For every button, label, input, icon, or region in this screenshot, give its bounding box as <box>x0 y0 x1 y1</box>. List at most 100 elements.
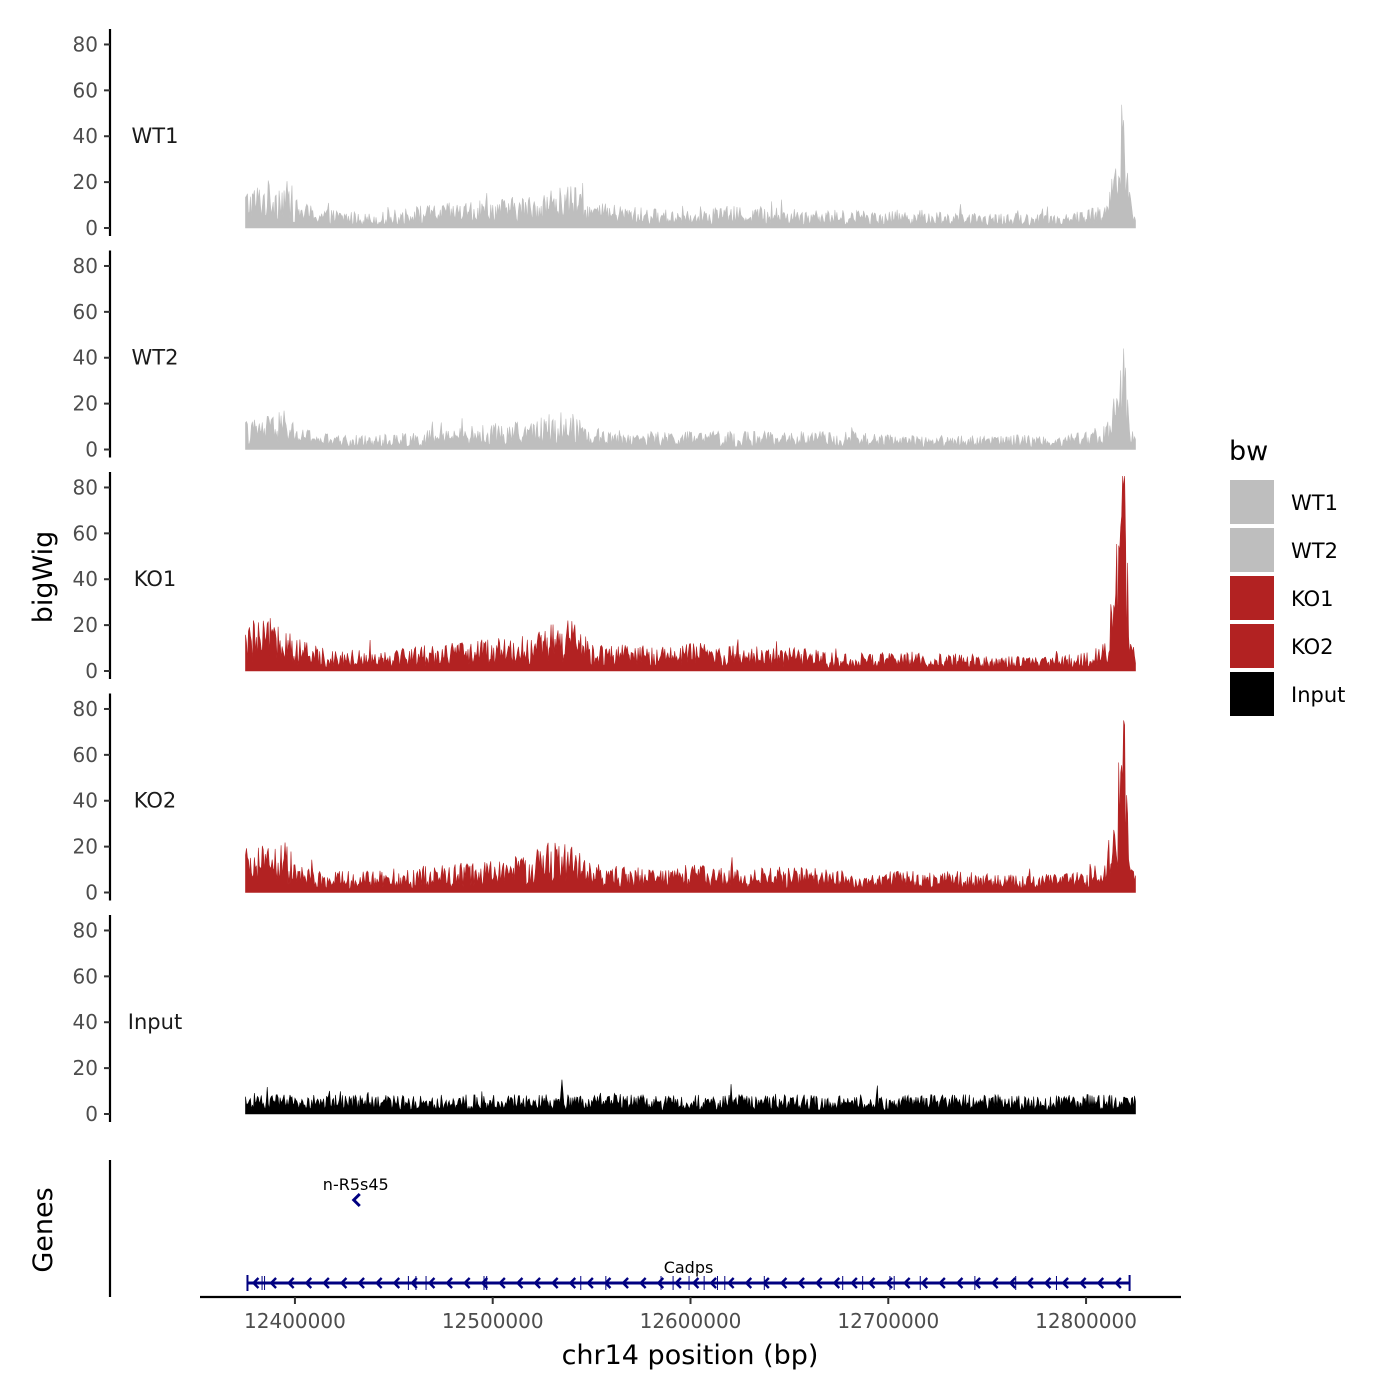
legend-label-input: Input <box>1291 683 1345 707</box>
y-tick-label-wt1-0: 0 <box>85 216 98 240</box>
gene-track: Cadps n-R5s45 <box>108 1160 1131 1297</box>
gene-arrow-cadps <box>638 1277 647 1289</box>
track-label-ko2: KO2 <box>134 789 177 813</box>
gene-arrow-cadps <box>850 1277 858 1289</box>
y-tick-label-input-60: 60 <box>73 964 98 988</box>
gene-arrow-cadps <box>938 1277 946 1289</box>
gene-arrow-cadps <box>814 1277 823 1289</box>
y-tick-label-wt1-60: 60 <box>73 78 98 102</box>
gene-arrow-cadps <box>586 1277 594 1289</box>
gene-arrow-cadps <box>1026 1277 1034 1289</box>
track-wt2: 0 20 40 60 80 WT2 <box>73 250 1136 462</box>
gene-arrow-cadps <box>656 1277 665 1289</box>
gene-arrow-cadps <box>251 1277 260 1289</box>
y-tick-label-wt2-60: 60 <box>73 300 98 324</box>
x-axis: 12400000 12500000 12600000 12700000 12800000 <box>200 1295 1181 1333</box>
legend: bw WT1 WT2 KO1 KO2 Input <box>1229 436 1345 716</box>
gene-cadps: Cadps <box>246 1258 1131 1291</box>
gene-arrow-cadps <box>568 1277 577 1289</box>
gene-arrow-cadps <box>797 1277 805 1289</box>
gene-arrow-cadps <box>445 1277 453 1289</box>
track-ko2: 0 20 40 60 80 KO2 <box>73 693 1136 905</box>
gene-arrow-cadps <box>726 1277 735 1289</box>
track-label-wt1: WT1 <box>132 124 179 148</box>
gene-arrow-cadps <box>462 1277 471 1289</box>
gene-arrow-n-r5s45 <box>351 1192 361 1208</box>
gene-label-cadps: Cadps <box>664 1258 714 1277</box>
area-ko2 <box>245 720 1136 893</box>
y-tick-label-wt2-20: 20 <box>73 392 98 416</box>
legend-label-wt2: WT2 <box>1291 539 1338 563</box>
signal-tracks: 0 20 40 60 80 WT1 0 20 40 60 80 WT2 0 20 40 60 80 KO1 0 20 4… <box>73 29 1136 1126</box>
legend-label-ko2: KO2 <box>1291 635 1334 659</box>
legend-label-wt1: WT1 <box>1291 491 1338 515</box>
y-tick-label-wt2-0: 0 <box>85 438 98 462</box>
legend-label-ko1: KO1 <box>1291 587 1334 611</box>
legend-swatch-ko2 <box>1230 624 1274 668</box>
gene-arrow-cadps <box>269 1277 277 1289</box>
gene-arrow-cadps <box>427 1277 436 1289</box>
gene-n-r5s45: n-R5s45 <box>323 1175 389 1208</box>
x-axis-title: chr14 position (bp) <box>562 1340 819 1371</box>
x-tick-label-12400000: 12400000 <box>244 1309 346 1333</box>
gene-arrow-cadps <box>374 1277 383 1289</box>
area-input <box>245 1079 1136 1115</box>
legend-swatch-input <box>1230 672 1274 716</box>
x-tick-label-12700000: 12700000 <box>837 1309 939 1333</box>
gene-arrow-cadps <box>920 1277 929 1289</box>
area-wt1 <box>245 104 1136 229</box>
gene-arrow-cadps <box>392 1277 401 1289</box>
gene-arrow-cadps <box>709 1277 717 1289</box>
y-tick-label-ko2-0: 0 <box>85 881 98 905</box>
y-tick-label-ko2-40: 40 <box>73 789 98 813</box>
y-tick-label-input-80: 80 <box>73 918 98 942</box>
gene-arrow-cadps <box>498 1277 506 1289</box>
gene-arrow-cadps <box>339 1277 348 1289</box>
gene-arrow-cadps <box>990 1277 999 1289</box>
gene-arrow-cadps <box>1008 1277 1017 1289</box>
x-tick-label-12500000: 12500000 <box>442 1309 544 1333</box>
track-label-wt2: WT2 <box>132 346 179 370</box>
gene-arrow-cadps <box>480 1277 489 1289</box>
y-tick-label-wt1-40: 40 <box>73 124 98 148</box>
legend-swatch-ko1 <box>1230 576 1274 620</box>
gene-arrow-cadps <box>304 1277 313 1289</box>
gene-arrow-cadps <box>1078 1277 1087 1289</box>
y-tick-label-input-0: 0 <box>85 1102 98 1126</box>
gene-arrow-cadps <box>832 1277 841 1289</box>
gene-label-n-r5s45: n-R5s45 <box>323 1175 389 1194</box>
gene-arrow-cadps <box>1043 1277 1052 1289</box>
gene-arrow-cadps <box>779 1277 788 1289</box>
gene-arrow-cadps <box>533 1277 541 1289</box>
gene-arrow-cadps <box>621 1277 629 1289</box>
legend-swatch-wt2 <box>1230 528 1274 572</box>
gene-arrow-cadps <box>515 1277 524 1289</box>
gene-arrow-cadps <box>902 1277 911 1289</box>
y-tick-label-wt1-80: 80 <box>73 32 98 56</box>
gene-arrow-cadps <box>867 1277 876 1289</box>
x-tick-label-12600000: 12600000 <box>640 1309 742 1333</box>
y-tick-label-wt1-20: 20 <box>73 170 98 194</box>
gene-arrow-cadps <box>1114 1277 1122 1289</box>
y-tick-label-ko2-80: 80 <box>73 697 98 721</box>
gene-arrow-cadps <box>691 1277 700 1289</box>
y-tick-label-ko1-80: 80 <box>73 475 98 499</box>
gene-arrow-cadps <box>410 1277 418 1289</box>
gene-arrow-cadps <box>1061 1277 1069 1289</box>
area-wt2 <box>245 348 1136 450</box>
track-ko1: 0 20 40 60 80 KO1 <box>73 472 1136 683</box>
gene-arrow-cadps <box>357 1277 365 1289</box>
track-label-ko1: KO1 <box>134 567 177 591</box>
y-axis-title: bigWig <box>28 531 59 624</box>
y-tick-label-ko2-60: 60 <box>73 743 98 767</box>
gene-arrow-cadps <box>1096 1277 1105 1289</box>
genes-axis-title: Genes <box>28 1187 59 1272</box>
track-wt1: 0 20 40 60 80 WT1 <box>73 29 1136 240</box>
y-tick-label-wt2-40: 40 <box>73 346 98 370</box>
legend-swatch-wt1 <box>1230 480 1274 524</box>
y-tick-label-ko1-0: 0 <box>85 659 98 683</box>
track-input: 0 20 40 60 80 Input <box>73 915 1136 1126</box>
y-tick-label-input-40: 40 <box>73 1010 98 1034</box>
gene-arrow-cadps <box>550 1277 559 1289</box>
